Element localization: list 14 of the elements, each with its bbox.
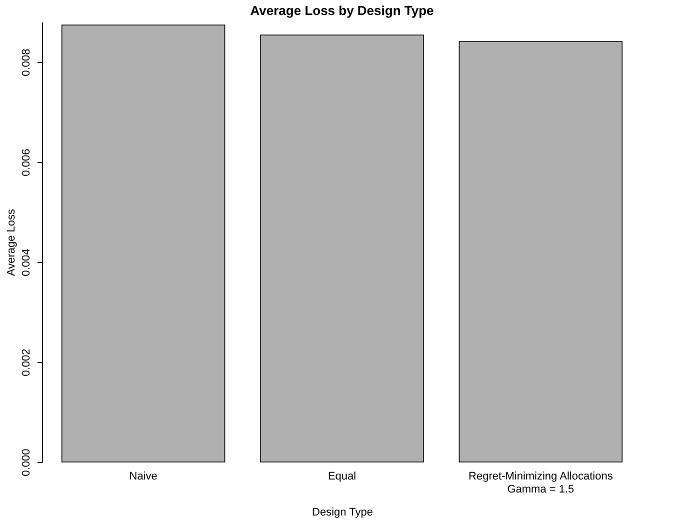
y-tick-label: 0.002 (20, 348, 32, 376)
bar (458, 41, 623, 462)
x-tick-label: Equal (328, 470, 356, 482)
y-axis-title: Average Loss (6, 208, 18, 276)
y-tick-label: 0.008 (20, 48, 32, 76)
y-tick-label: 0.004 (20, 248, 32, 276)
x-tick-label: Regret-Minimizing Allocations Gamma = 1.5 (468, 470, 614, 496)
chart-title: Average Loss by Design Type (250, 3, 434, 18)
x-tick-label: Naive (129, 470, 158, 482)
x-axis-title: Design Type (312, 506, 373, 518)
y-tick-label: 0.006 (20, 148, 32, 176)
bar (260, 34, 424, 462)
y-tick-label: 0.000 (20, 448, 32, 476)
bar (61, 24, 226, 462)
